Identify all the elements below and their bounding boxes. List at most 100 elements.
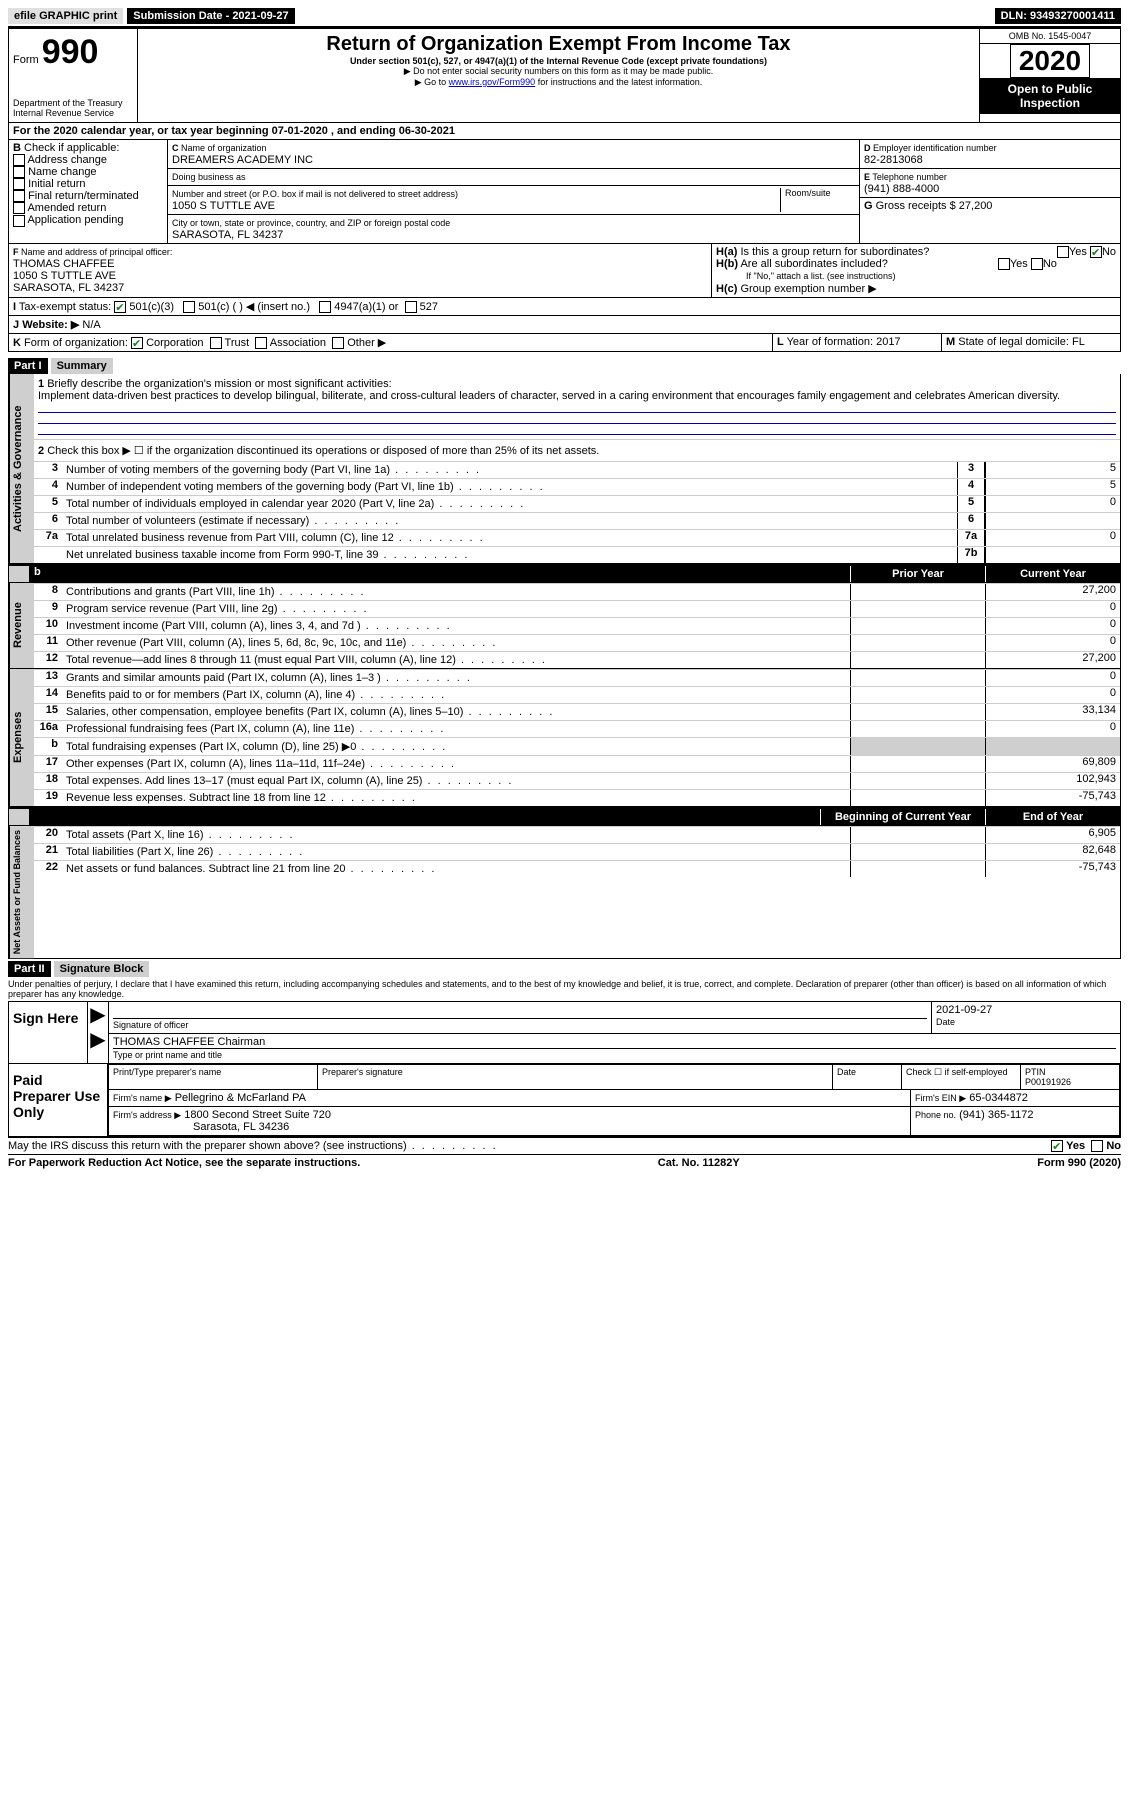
line-12-label: Total revenue—add lines 8 through 11 (mu… <box>62 652 850 668</box>
discuss-no[interactable] <box>1091 1140 1103 1152</box>
omb-number: OMB No. 1545-0047 <box>980 29 1120 44</box>
line-5-value: 0 <box>985 496 1120 512</box>
dept-irs: Internal Revenue Service <box>13 108 133 118</box>
amended-return-checkbox[interactable] <box>13 202 25 214</box>
line-10-prior <box>850 618 985 634</box>
line-12-prior <box>850 652 985 668</box>
irs-discuss: May the IRS discuss this return with the… <box>8 1140 1051 1152</box>
officer-signature-name: THOMAS CHAFFEE Chairman <box>113 1036 1116 1049</box>
org-city: SARASOTA, FL 34237 <box>172 229 283 241</box>
form-note1: ▶ Do not enter social security numbers o… <box>142 66 975 77</box>
mission-text: Implement data-driven best practices to … <box>38 390 1060 402</box>
cat-no: Cat. No. 11282Y <box>360 1157 1037 1169</box>
line-21-label: Total liabilities (Part X, line 26) <box>62 844 850 860</box>
sign-here-label: Sign Here <box>9 1002 88 1063</box>
line-11-current: 0 <box>985 635 1120 651</box>
form-number: 990 <box>42 33 99 71</box>
line-20-label: Total assets (Part X, line 16) <box>62 827 850 843</box>
line-7a-value: 0 <box>985 530 1120 546</box>
group-return-no[interactable] <box>1090 246 1102 258</box>
vert-governance: Activities & Governance <box>9 374 34 563</box>
line-18-current: 102,943 <box>985 773 1120 789</box>
line-14-prior <box>850 687 985 703</box>
addr-change-checkbox[interactable] <box>13 154 25 166</box>
line-b-label: Total fundraising expenses (Part IX, col… <box>62 738 850 755</box>
line-9-label: Program service revenue (Part VIII, line… <box>62 601 850 617</box>
sign-date: 2021-09-27 <box>936 1004 1116 1016</box>
line-7b-value <box>985 547 1120 563</box>
dept-treasury: Department of the Treasury <box>13 98 133 108</box>
line-15-prior <box>850 704 985 720</box>
gross-receipts: 27,200 <box>959 200 993 212</box>
sign-block: Sign Here ▶▶ Signature of officer 2021-0… <box>8 1001 1121 1064</box>
final-return-checkbox[interactable] <box>13 190 25 202</box>
col-prior: Prior Year <box>850 566 985 582</box>
line-a: For the 2020 calendar year, or tax year … <box>8 123 1121 140</box>
perjury-declaration: Under penalties of perjury, I declare th… <box>8 977 1121 1001</box>
501c3-checkbox[interactable] <box>114 301 126 313</box>
part1-title: Summary <box>51 358 113 374</box>
form-word: Form <box>13 54 39 66</box>
line-11-label: Other revenue (Part VIII, column (A), li… <box>62 635 850 651</box>
vert-net-assets: Net Assets or Fund Balances <box>9 826 34 958</box>
paid-preparer-block: Paid Preparer Use Only Print/Type prepar… <box>8 1064 1121 1137</box>
org-street: 1050 S TUTTLE AVE <box>172 200 275 212</box>
state-domicile: FL <box>1072 336 1085 348</box>
line-b-current <box>985 738 1120 755</box>
line-15-label: Salaries, other compensation, employee b… <box>62 704 850 720</box>
line-17-prior <box>850 756 985 772</box>
line-22-current: -75,743 <box>985 861 1120 877</box>
line-4-value: 5 <box>985 479 1120 495</box>
line-6-value <box>985 513 1120 529</box>
col-beginning: Beginning of Current Year <box>820 809 985 825</box>
initial-return-checkbox[interactable] <box>13 178 25 190</box>
form-subtitle: Under section 501(c), 527, or 4947(a)(1)… <box>142 56 975 66</box>
line-16a-current: 0 <box>985 721 1120 737</box>
line-16a-prior <box>850 721 985 737</box>
corp-checkbox[interactable] <box>131 337 143 349</box>
line-22-label: Net assets or fund balances. Subtract li… <box>62 861 850 877</box>
top-bar: efile GRAPHIC print Submission Date - 20… <box>8 8 1121 28</box>
line-8-label: Contributions and grants (Part VIII, lin… <box>62 584 850 600</box>
line-10-label: Investment income (Part VIII, column (A)… <box>62 618 850 634</box>
org-name: DREAMERS ACADEMY INC <box>172 154 313 166</box>
application-pending-checkbox[interactable] <box>13 215 25 227</box>
header-block: B Check if applicable: Address change Na… <box>8 140 1121 352</box>
line-21-prior <box>850 844 985 860</box>
line-9-prior <box>850 601 985 617</box>
line-7b-label: Net unrelated business taxable income fr… <box>62 547 957 563</box>
line-13-current: 0 <box>985 670 1120 686</box>
line-20-current: 6,905 <box>985 827 1120 843</box>
ptin: P00191926 <box>1025 1077 1071 1087</box>
line-19-current: -75,743 <box>985 790 1120 806</box>
line-4-label: Number of independent voting members of … <box>62 479 957 495</box>
line-17-current: 69,809 <box>985 756 1120 772</box>
firm-phone: (941) 365-1172 <box>959 1109 1033 1121</box>
line-15-current: 33,134 <box>985 704 1120 720</box>
line-21-current: 82,648 <box>985 844 1120 860</box>
form-header: Form 990 Department of the Treasury Inte… <box>8 28 1121 123</box>
line-3-label: Number of voting members of the governin… <box>62 462 957 478</box>
ein: 82-2813068 <box>864 154 923 166</box>
line-19-label: Revenue less expenses. Subtract line 18 … <box>62 790 850 806</box>
paid-preparer-label: Paid Preparer Use Only <box>9 1064 108 1136</box>
part1-header: Part I <box>8 358 48 374</box>
form990-link[interactable]: www.irs.gov/Form990 <box>449 77 536 87</box>
firm-name: Pellegrino & McFarland PA <box>175 1092 306 1104</box>
efile-label: efile GRAPHIC print <box>8 8 123 24</box>
line-13-prior <box>850 670 985 686</box>
name-change-checkbox[interactable] <box>13 166 25 178</box>
discuss-yes[interactable] <box>1051 1140 1063 1152</box>
submission-date: Submission Date - 2021-09-27 <box>127 8 294 24</box>
pra-notice: For Paperwork Reduction Act Notice, see … <box>8 1157 360 1169</box>
line-18-prior <box>850 773 985 789</box>
line-16a-label: Professional fundraising fees (Part IX, … <box>62 721 850 737</box>
dln-label: DLN: 93493270001411 <box>995 8 1121 24</box>
open-public: Open to Public Inspection <box>980 78 1120 114</box>
col-current: Current Year <box>985 566 1120 582</box>
website: N/A <box>82 319 100 331</box>
line-7a-label: Total unrelated business revenue from Pa… <box>62 530 957 546</box>
line-8-prior <box>850 584 985 600</box>
line-14-current: 0 <box>985 687 1120 703</box>
officer-name: THOMAS CHAFFEE <box>13 258 114 270</box>
